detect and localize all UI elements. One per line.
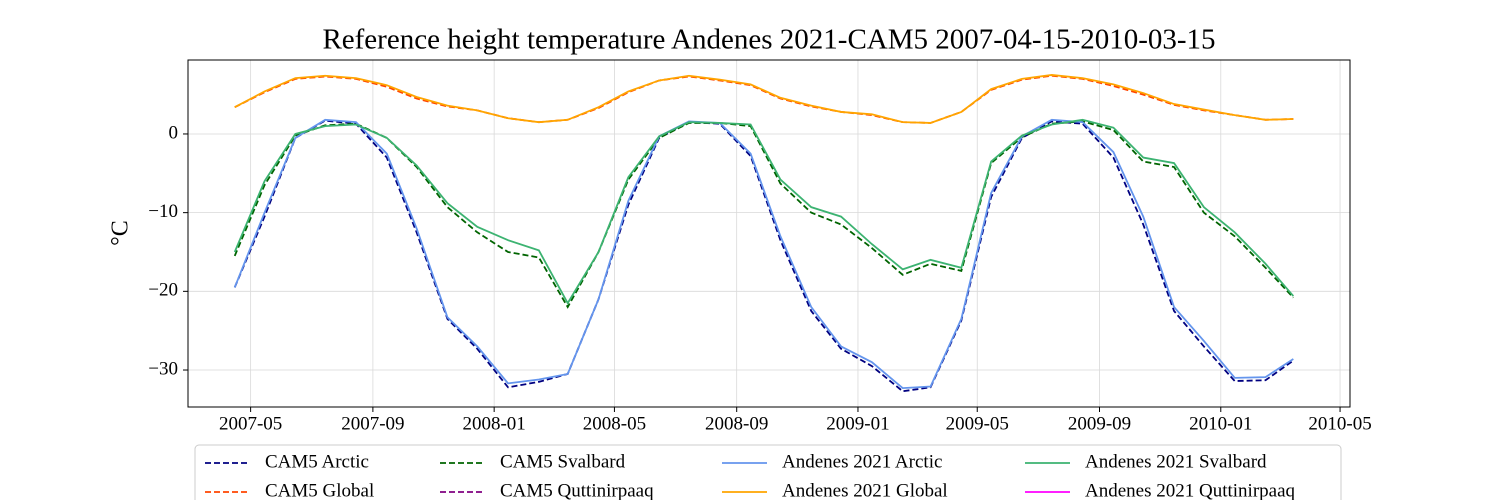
series-line xyxy=(234,74,1294,124)
x-tick-label: 2009-05 xyxy=(946,413,1009,434)
chart-title: Reference height temperature Andenes 202… xyxy=(322,24,1215,56)
legend-label: CAM5 Svalbard xyxy=(500,451,626,472)
legend-label: Andenes 2021 Arctic xyxy=(782,451,942,472)
x-tick-label: 2009-09 xyxy=(1068,413,1131,434)
legend-label: CAM5 Arctic xyxy=(265,451,369,472)
legend-box xyxy=(194,444,1342,500)
y-tick-label: 0 xyxy=(169,122,179,143)
series-line xyxy=(233,118,1295,305)
legend-label: CAM5 Global xyxy=(265,480,374,500)
legend-label: Andenes 2021 Svalbard xyxy=(1085,451,1267,472)
y-axis-label: °C xyxy=(108,220,134,246)
legend-label: Andenes 2021 Global xyxy=(782,480,948,500)
x-tick-label: 2010-05 xyxy=(1308,413,1371,434)
x-tick-label: 2010-01 xyxy=(1189,413,1252,434)
x-tick-label: 2008-05 xyxy=(583,413,646,434)
x-tick-label: 2009-01 xyxy=(826,413,889,434)
legend-label: Andenes 2021 Quttinirpaaq xyxy=(1085,480,1296,500)
legend-label: CAM5 Quttinirpaaq xyxy=(500,480,654,500)
x-tick-label: 2008-01 xyxy=(462,413,525,434)
x-tick-label: 2007-09 xyxy=(341,413,404,434)
series-line xyxy=(233,119,1294,393)
y-tick-label: −10 xyxy=(148,201,178,222)
y-tick-label: −30 xyxy=(148,358,178,379)
series-line xyxy=(233,120,1294,309)
series-line xyxy=(233,118,1294,390)
x-tick-label: 2008-09 xyxy=(705,413,768,434)
plot-frame xyxy=(187,59,1351,408)
y-tick-label: −20 xyxy=(148,280,178,301)
x-tick-label: 2007-05 xyxy=(219,413,282,434)
